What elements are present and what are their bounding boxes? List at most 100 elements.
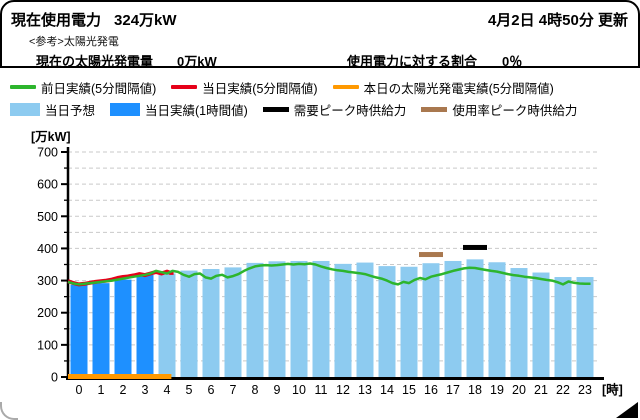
bar-actual [114,279,132,377]
x-tick-label: 5 [186,383,193,397]
x-tick-label: 15 [402,383,416,397]
usage-ratio-label: 使用電力に対する割合 [347,54,478,69]
x-tick-label: 8 [252,383,259,397]
panel-corner-decoration [0,402,18,420]
current-usage: 現在使用電力 324万kW [11,9,177,30]
legend-item: 当日実績(5分間隔値) [171,78,318,97]
legend-swatch-red [171,85,198,89]
x-tick-label: 22 [556,383,570,397]
legend-item: 需要ピーク時供給力 [262,100,407,119]
bar-forecast [510,268,528,377]
x-tick-label: 17 [446,383,460,397]
legend-label: 当日実績(5分間隔値) [202,81,318,96]
usage-ratio-value: 0％ [502,54,523,69]
x-tick-label: 19 [490,383,504,397]
resize-grip[interactable] [616,402,638,418]
x-tick-label: 7 [230,383,237,397]
bar-actual [92,283,110,377]
legend-label: 当日実績(1時間値) [145,103,248,118]
x-tick-label: 2 [120,383,127,397]
x-tick-label: 0 [76,383,83,397]
y-tick-label: 700 [37,146,58,160]
bar-forecast [488,262,506,377]
header-row-usage: 現在使用電力 324万kW 4月2日 4時50分 更新 [2,2,638,30]
x-tick-label: 9 [274,383,281,397]
x-tick-label: 12 [336,383,350,397]
legend-item: 使用率ピーク時供給力 [421,100,577,119]
bar-forecast [312,260,330,377]
y-tick-label: 300 [37,274,58,288]
legend-swatch-green [10,85,36,89]
bar-forecast [334,263,352,377]
series-green [67,262,591,286]
x-tick-label: 23 [578,383,592,397]
legend-label: 前日実績(5分間隔値) [41,81,157,96]
x-tick-label: 10 [292,383,306,397]
bar-actual [70,284,88,377]
bar-forecast [224,267,242,377]
legend-swatch-dark_blue [110,102,141,116]
y-tick-label: 200 [37,306,58,320]
legend-label: 本日の太陽光発電実績(5分間隔値) [363,81,554,96]
bar-forecast [400,266,418,377]
updated-timestamp: 4月2日 4時50分 更新 [487,12,628,29]
bar-forecast [554,277,572,377]
bar-forecast [422,263,440,377]
x-tick-label: 18 [468,383,482,397]
bar-forecast [378,266,396,377]
marker-black [463,244,487,250]
y-tick-label: 500 [37,210,58,224]
header: 現在使用電力 324万kW 4月2日 4時50分 更新 <参考>太陽光発電 現在… [0,0,640,69]
y-tick-label: 600 [37,178,58,192]
legend-swatch-light_blue [10,102,40,116]
x-tick-label: 21 [534,383,548,397]
legend-item: 当日予想 [10,100,95,119]
legend-item: 当日実績(1時間値) [110,100,248,119]
x-tick-label: 6 [208,383,215,397]
bar-actual [136,274,154,377]
x-tick-label: 14 [380,383,394,397]
legend-swatch-black [262,106,289,112]
x-axis-unit-label: [時] [602,382,623,397]
legend-swatch-brown [421,106,448,112]
bar-forecast [532,272,550,377]
y-axis-unit-label: [万kW] [31,130,71,144]
header-row-solar: 現在の太陽光発電量 0万kW 使用電力に対する割合 0％ [2,51,638,69]
y-tick-label: 0 [51,371,58,385]
legend-label: 需要ピーク時供給力 [293,103,407,118]
marker-brown [419,252,443,258]
current-usage-label: 現在使用電力 [11,12,102,29]
bar-forecast [290,260,308,377]
solar-reference-note: <参考>太陽光発電 [29,36,119,48]
legend-label: 使用率ピーク時供給力 [452,103,578,118]
current-usage-value: 324万kW [114,12,177,29]
bar-forecast [576,277,594,377]
legend-label: 当日予想 [45,103,96,118]
legend-item: 本日の太陽光発電実績(5分間隔値) [332,78,554,97]
bar-forecast [268,261,286,377]
x-tick-label: 3 [142,383,149,397]
y-tick-label: 100 [37,338,58,352]
bar-forecast [444,260,462,377]
x-tick-label: 13 [358,383,372,397]
bar-forecast [356,262,374,377]
bar-forecast [246,262,264,377]
legend-item: 前日実績(5分間隔値) [10,78,156,97]
legend-row-1: 前日実績(5分間隔値) 当日実績(5分間隔値) 本日の太陽光発電実績(5分間隔値) [10,76,636,98]
x-tick-label: 1 [98,383,105,397]
solar-output-value: 0万kW [177,54,217,69]
legend: 前日実績(5分間隔値) 当日実績(5分間隔値) 本日の太陽光発電実績(5分間隔値) … [10,76,636,120]
bar-forecast [158,273,176,377]
solar-output-label: 現在の太陽光発電量 [36,54,154,69]
bar-forecast [180,270,198,377]
x-tick-label: 11 [315,383,328,397]
legend-row-2: 当日予想 当日実績(1時間値) 需要ピーク時供給力 使用率ピーク時供給力 [10,98,636,120]
bar-forecast [202,269,220,377]
x-tick-label: 20 [512,383,526,397]
legend-swatch-orange [332,85,359,89]
y-tick-label: 400 [37,242,58,256]
x-tick-label: 16 [424,383,438,397]
x-tick-label: 4 [164,383,171,397]
